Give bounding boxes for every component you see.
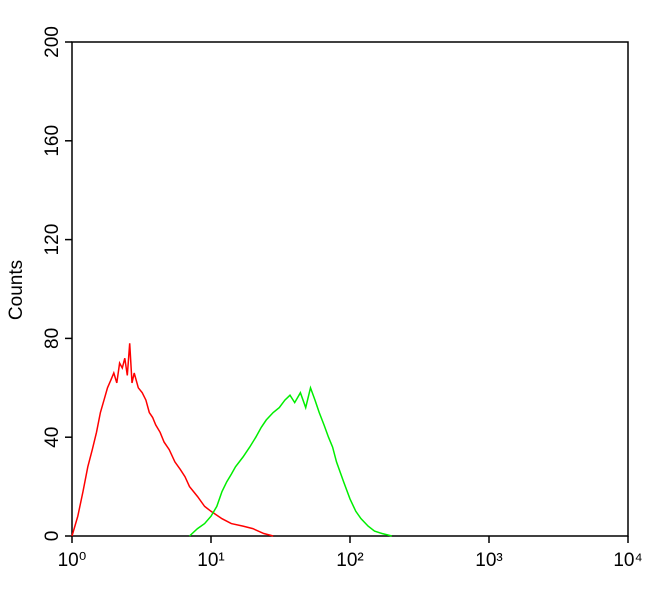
- y-tick-label: 120: [42, 224, 63, 256]
- histogram-line: [188, 385, 392, 537]
- y-tick-label: 160: [42, 125, 63, 157]
- y-tick-label: 200: [42, 26, 63, 58]
- y-tick-label: 0: [42, 531, 63, 542]
- y-tick-label: 40: [42, 427, 63, 448]
- plot-frame: [71, 41, 629, 537]
- x-tick-label: 10⁴: [613, 550, 642, 571]
- x-tick-label: 10⁰: [58, 550, 87, 571]
- x-tick-label: 10²: [336, 550, 363, 571]
- y-tick-label: 80: [42, 328, 63, 349]
- x-tick-label: 10³: [475, 550, 502, 571]
- y-axis-label: Counts: [6, 260, 27, 320]
- histogram-line: [71, 343, 274, 537]
- x-tick-label: 10¹: [197, 550, 224, 571]
